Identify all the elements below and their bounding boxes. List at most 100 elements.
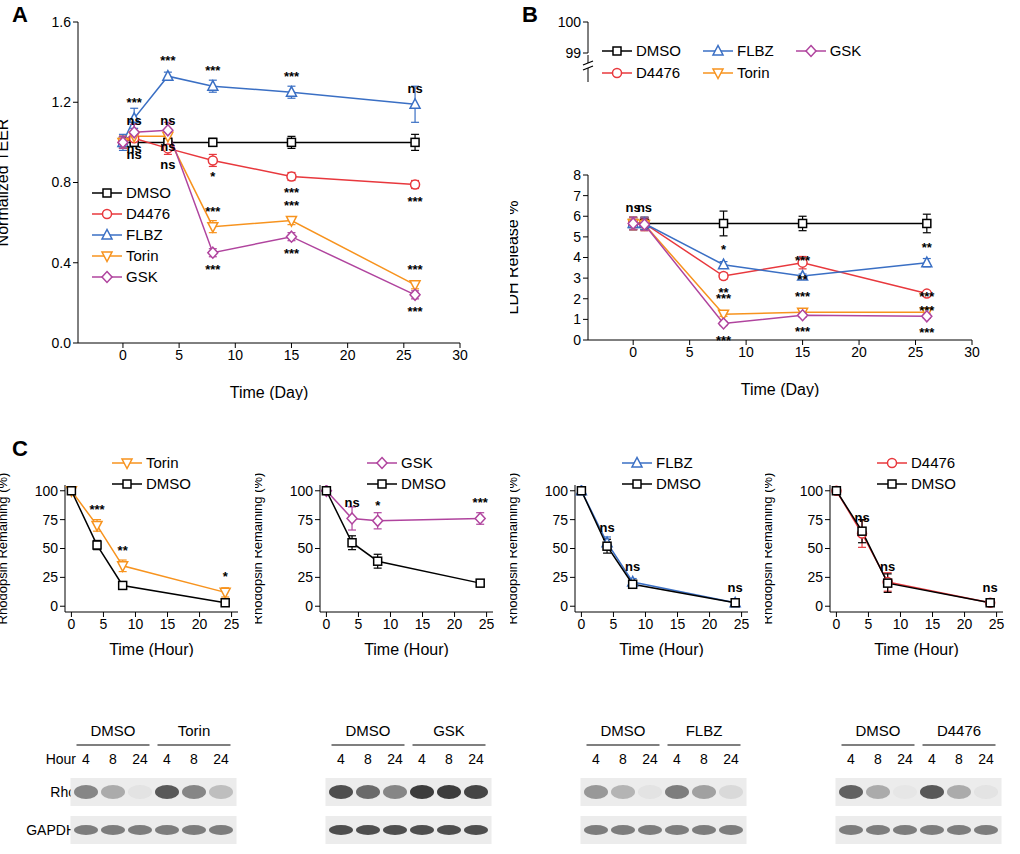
svg-text:***: *** (284, 246, 300, 261)
svg-text:10: 10 (383, 616, 399, 632)
svg-text:15: 15 (415, 616, 431, 632)
svg-text:75: 75 (552, 512, 568, 528)
svg-text:Time (Hour): Time (Hour) (109, 641, 194, 657)
svg-text:Normalized TEER: Normalized TEER (8, 119, 11, 247)
svg-text:**: ** (798, 272, 809, 287)
svg-text:***: *** (716, 291, 732, 306)
svg-text:24: 24 (723, 751, 739, 767)
svg-text:***: *** (205, 204, 221, 219)
svg-text:D4476: D4476 (937, 722, 981, 739)
svg-text:Torin: Torin (178, 722, 211, 739)
svg-text:5: 5 (573, 229, 581, 245)
svg-text:0: 0 (573, 332, 581, 348)
svg-text:24: 24 (132, 751, 148, 767)
svg-text:ns: ns (160, 157, 175, 172)
svg-text:1: 1 (573, 311, 581, 327)
svg-text:***: *** (919, 289, 935, 304)
svg-text:***: *** (205, 63, 221, 78)
svg-text:***: *** (795, 289, 811, 304)
svg-text:10: 10 (893, 616, 909, 632)
svg-text:6: 6 (573, 208, 581, 224)
svg-text:50: 50 (297, 540, 313, 556)
svg-text:ns: ns (637, 200, 652, 215)
svg-text:ns: ns (160, 113, 175, 128)
svg-text:ns: ns (127, 141, 142, 156)
svg-text:25: 25 (297, 569, 313, 585)
svg-text:15: 15 (795, 344, 811, 360)
svg-text:4: 4 (418, 751, 426, 767)
svg-text:50: 50 (42, 540, 58, 556)
svg-text:Rhodopsin Remaining (%): Rhodopsin Remaining (%) (8, 473, 10, 625)
svg-text:10: 10 (738, 344, 754, 360)
svg-text:1.2: 1.2 (52, 94, 72, 110)
svg-text:10: 10 (638, 616, 654, 632)
svg-text:***: *** (473, 495, 489, 510)
svg-text:***: *** (919, 303, 935, 318)
svg-text:25: 25 (396, 347, 412, 363)
svg-text:8: 8 (955, 751, 963, 767)
svg-text:ns: ns (127, 113, 142, 128)
svg-text:0: 0 (119, 347, 127, 363)
svg-text:GSK: GSK (433, 722, 465, 739)
svg-text:15: 15 (284, 347, 300, 363)
svg-text:25: 25 (807, 569, 823, 585)
svg-text:30: 30 (452, 347, 468, 363)
svg-text:7: 7 (573, 188, 581, 204)
svg-text:0: 0 (560, 598, 568, 614)
svg-text:ns: ns (625, 559, 640, 574)
svg-text:**: ** (922, 240, 933, 255)
svg-text:ns: ns (983, 580, 998, 595)
svg-text:5: 5 (100, 616, 108, 632)
svg-text:8: 8 (190, 751, 198, 767)
svg-text:*: * (223, 569, 229, 584)
svg-text:0: 0 (578, 616, 586, 632)
svg-text:24: 24 (978, 751, 994, 767)
svg-text:24: 24 (897, 751, 913, 767)
svg-text:24: 24 (213, 751, 229, 767)
svg-text:8: 8 (445, 751, 453, 767)
svg-text:0: 0 (629, 344, 637, 360)
svg-text:4: 4 (82, 751, 90, 767)
svg-text:Rhodopsin Remaining (%): Rhodopsin Remaining (%) (510, 473, 520, 625)
svg-text:ns: ns (854, 510, 869, 525)
svg-text:***: *** (407, 304, 423, 319)
svg-text:100: 100 (558, 14, 582, 30)
svg-text:***: *** (284, 198, 300, 213)
svg-text:50: 50 (552, 540, 568, 556)
svg-text:4: 4 (928, 751, 936, 767)
svg-text:Time (Hour): Time (Hour) (364, 641, 449, 657)
svg-text:10: 10 (128, 616, 144, 632)
svg-text:***: *** (795, 253, 811, 268)
svg-text:0: 0 (50, 598, 58, 614)
svg-text:***: *** (160, 53, 176, 68)
svg-text:4: 4 (673, 751, 681, 767)
svg-text:100: 100 (545, 483, 569, 499)
svg-text:5: 5 (175, 347, 183, 363)
svg-text:100: 100 (290, 483, 314, 499)
svg-text:***: *** (127, 95, 143, 110)
svg-text:4: 4 (592, 751, 600, 767)
svg-text:3: 3 (573, 270, 581, 286)
svg-text:FLBZ: FLBZ (686, 722, 723, 739)
svg-text:24: 24 (642, 751, 658, 767)
svg-text:ns: ns (344, 495, 359, 510)
svg-text:***: *** (407, 194, 423, 209)
svg-text:100: 100 (800, 483, 824, 499)
svg-text:DMSO: DMSO (856, 722, 901, 739)
svg-text:20: 20 (702, 616, 718, 632)
svg-text:Time (Day): Time (Day) (230, 384, 309, 400)
svg-text:30: 30 (964, 344, 980, 360)
svg-text:***: *** (716, 333, 732, 348)
svg-text:5: 5 (865, 616, 873, 632)
svg-text:20: 20 (340, 347, 356, 363)
svg-text:50: 50 (807, 540, 823, 556)
svg-text:4: 4 (847, 751, 855, 767)
svg-text:Time (Day): Time (Day) (741, 381, 820, 397)
svg-text:8: 8 (874, 751, 882, 767)
svg-text:25: 25 (908, 344, 924, 360)
svg-text:5: 5 (355, 616, 363, 632)
svg-text:25: 25 (42, 569, 58, 585)
svg-text:8: 8 (700, 751, 708, 767)
svg-text:25: 25 (479, 616, 495, 632)
svg-text:0: 0 (815, 598, 823, 614)
